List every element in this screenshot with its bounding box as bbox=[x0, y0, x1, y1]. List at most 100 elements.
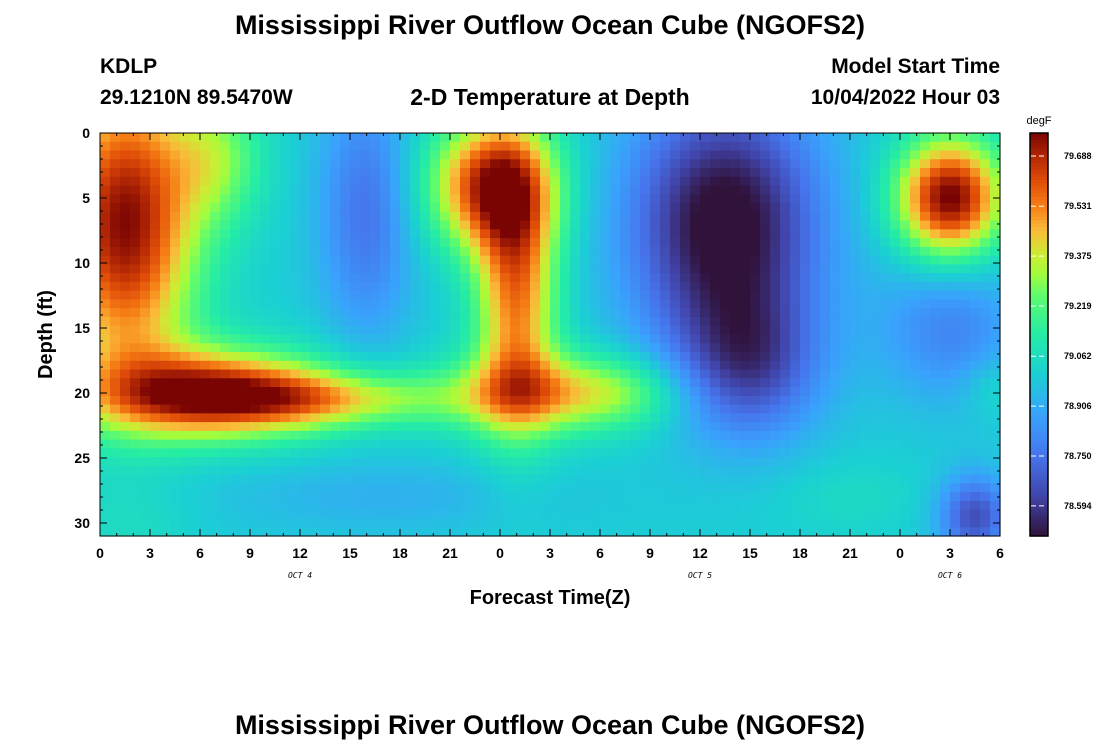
heatmap-cell bbox=[290, 308, 301, 318]
heatmap-cell bbox=[140, 527, 151, 537]
heatmap-cell bbox=[360, 281, 371, 292]
heatmap-cell bbox=[300, 430, 311, 441]
heatmap-cell bbox=[500, 422, 511, 432]
heatmap-cell bbox=[590, 159, 601, 169]
heatmap-cell bbox=[490, 492, 501, 502]
heatmap-cell bbox=[240, 308, 251, 318]
heatmap-cell bbox=[620, 527, 631, 537]
heatmap-cell bbox=[840, 308, 851, 318]
heatmap-cell bbox=[970, 492, 981, 502]
heatmap-cell bbox=[980, 422, 991, 432]
heatmap-cell bbox=[140, 168, 151, 178]
heatmap-cell bbox=[390, 369, 401, 379]
heatmap-cell bbox=[930, 246, 941, 257]
heatmap-cell bbox=[500, 255, 511, 266]
model-start-value: 10/04/2022 Hour 03 bbox=[810, 86, 1000, 109]
heatmap-cell bbox=[420, 299, 431, 309]
heatmap-cell bbox=[660, 352, 671, 362]
heatmap-cell bbox=[230, 448, 241, 458]
heatmap-cell bbox=[600, 430, 611, 441]
heatmap-cell bbox=[140, 281, 151, 292]
heatmap-cell bbox=[200, 133, 211, 143]
colorbar-segment bbox=[1030, 334, 1048, 339]
heatmap-cell bbox=[700, 430, 711, 441]
heatmap-cell bbox=[800, 229, 811, 239]
heatmap-cell bbox=[320, 159, 331, 169]
heatmap-cell bbox=[980, 308, 991, 318]
heatmap-cell bbox=[740, 264, 751, 274]
heatmap-cell bbox=[710, 430, 721, 441]
heatmap-cell bbox=[230, 360, 241, 371]
heatmap-cell bbox=[160, 343, 171, 353]
heatmap-cell bbox=[610, 509, 621, 520]
heatmap-cell bbox=[160, 325, 171, 336]
heatmap-cell bbox=[380, 290, 391, 301]
heatmap-cell bbox=[430, 500, 441, 511]
heatmap-cell bbox=[740, 509, 751, 520]
heatmap-cell bbox=[430, 194, 441, 204]
heatmap-cell bbox=[530, 246, 541, 257]
heatmap-cell bbox=[690, 185, 701, 195]
heatmap-cell bbox=[120, 273, 131, 283]
heatmap-cell bbox=[380, 500, 391, 511]
heatmap-cell bbox=[940, 168, 951, 178]
heatmap-cell bbox=[570, 185, 581, 195]
heatmap-cell bbox=[870, 185, 881, 195]
heatmap-cell bbox=[210, 316, 221, 327]
heatmap-cell bbox=[350, 325, 361, 336]
heatmap-cell bbox=[570, 290, 581, 301]
heatmap-cell bbox=[260, 264, 271, 274]
heatmap-cell bbox=[190, 299, 201, 309]
heatmap-cell bbox=[130, 133, 141, 143]
heatmap-cell bbox=[260, 325, 271, 336]
heatmap-cell bbox=[240, 255, 251, 266]
heatmap-cell bbox=[520, 273, 531, 283]
heatmap-cell bbox=[230, 255, 241, 266]
heatmap-cell bbox=[850, 246, 861, 257]
heatmap-cell bbox=[230, 194, 241, 204]
heatmap-cell bbox=[990, 194, 1001, 204]
heatmap-cell bbox=[680, 360, 691, 371]
heatmap-cell bbox=[840, 133, 851, 143]
heatmap-cell bbox=[170, 246, 181, 257]
heatmap-cell bbox=[300, 352, 311, 362]
heatmap-cell bbox=[270, 290, 281, 301]
heatmap-cell bbox=[510, 264, 521, 274]
heatmap-cell bbox=[870, 159, 881, 169]
heatmap-cell bbox=[510, 246, 521, 257]
heatmap-cell bbox=[830, 150, 841, 160]
heatmap-cell bbox=[940, 448, 951, 458]
heatmap-cell bbox=[720, 465, 731, 476]
heatmap-cell bbox=[280, 518, 291, 528]
heatmap-cell bbox=[590, 369, 601, 379]
heatmap-cell bbox=[170, 527, 181, 537]
heatmap-cell bbox=[280, 360, 291, 371]
heatmap-cell bbox=[110, 246, 121, 257]
heatmap-cell bbox=[820, 220, 831, 230]
heatmap-cell bbox=[870, 246, 881, 257]
heatmap-cell bbox=[900, 255, 911, 266]
heatmap-cell bbox=[910, 229, 921, 239]
colorbar-segment bbox=[1030, 230, 1048, 235]
heatmap-cell bbox=[530, 194, 541, 204]
heatmap-cell bbox=[440, 220, 451, 230]
heatmap-cell bbox=[340, 334, 351, 344]
heatmap-cell bbox=[190, 500, 201, 511]
colorbar-segment bbox=[1030, 475, 1048, 480]
heatmap-cell bbox=[140, 290, 151, 301]
heatmap-cell bbox=[640, 474, 651, 485]
heatmap-cell bbox=[500, 185, 511, 195]
heatmap-cell bbox=[940, 334, 951, 344]
heatmap-cell bbox=[440, 465, 451, 476]
heatmap-cell bbox=[930, 220, 941, 230]
heatmap-cell bbox=[110, 378, 121, 388]
heatmap-cell bbox=[640, 430, 651, 441]
heatmap-cell bbox=[960, 378, 971, 388]
heatmap-cell bbox=[330, 457, 341, 467]
heatmap-cell bbox=[650, 509, 661, 520]
heatmap-cell bbox=[480, 299, 491, 309]
heatmap-cell bbox=[860, 150, 871, 160]
heatmap-cell bbox=[790, 422, 801, 432]
heatmap-cell bbox=[620, 457, 631, 467]
heatmap-cell bbox=[370, 246, 381, 257]
